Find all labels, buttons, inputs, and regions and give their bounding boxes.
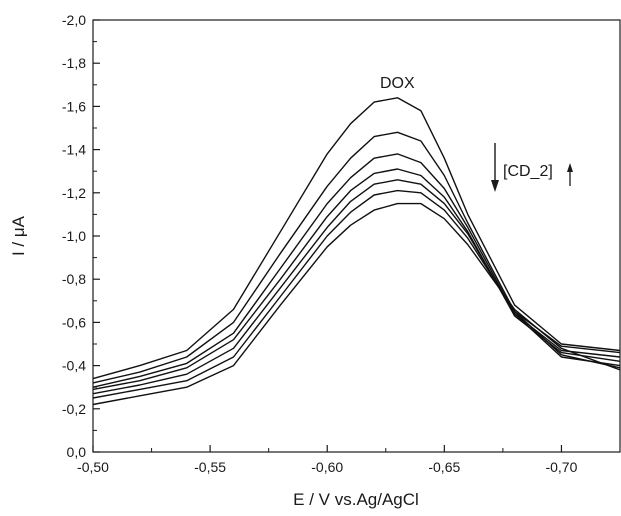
series-line-4	[92, 168, 621, 391]
y-tick-label: 0,0	[67, 444, 87, 460]
series-line-7	[92, 202, 621, 406]
trend-label: [CD_2]	[503, 163, 553, 180]
y-tick-label: -1,0	[62, 228, 86, 244]
x-tick-label: -0,70	[545, 459, 577, 475]
x-tick-label: -0,50	[77, 459, 109, 475]
y-tick-label: -1,8	[62, 55, 86, 71]
y-tick-label: -1,4	[62, 142, 86, 158]
x-tick-label: -0,55	[194, 459, 226, 475]
y-tick-label: -1,2	[62, 185, 86, 201]
series-line-1	[92, 97, 621, 380]
x-axis-title: E / V vs.Ag/AgCl	[293, 490, 419, 509]
y-tick-label: -2,0	[62, 12, 86, 28]
trend-arrow-down	[491, 143, 499, 192]
y-tick-label: -0,2	[62, 401, 86, 417]
y-tick-label: -0,8	[62, 271, 86, 287]
plot-area-frame	[92, 19, 621, 453]
y-tick-label: -0,6	[62, 314, 86, 330]
data-series	[92, 97, 621, 406]
y-axis-title: I / μA	[9, 215, 28, 256]
x-tick-label: -0,65	[428, 459, 460, 475]
peak-label: DOX	[380, 75, 415, 92]
series-line-2	[92, 131, 621, 384]
y-tick-label: -0,4	[62, 358, 86, 374]
trend-arrow-up	[567, 163, 573, 186]
axis-tick-labels: -0,50 -0,55 -0,60 -0,65 -0,70 0,0 -0,2 -0,4 -0,6…	[62, 12, 578, 475]
x-tick-label: -0,60	[311, 459, 343, 475]
y-tick-label: -1,6	[62, 98, 86, 114]
axis-ticks	[92, 19, 621, 453]
series-line-3	[92, 153, 621, 388]
